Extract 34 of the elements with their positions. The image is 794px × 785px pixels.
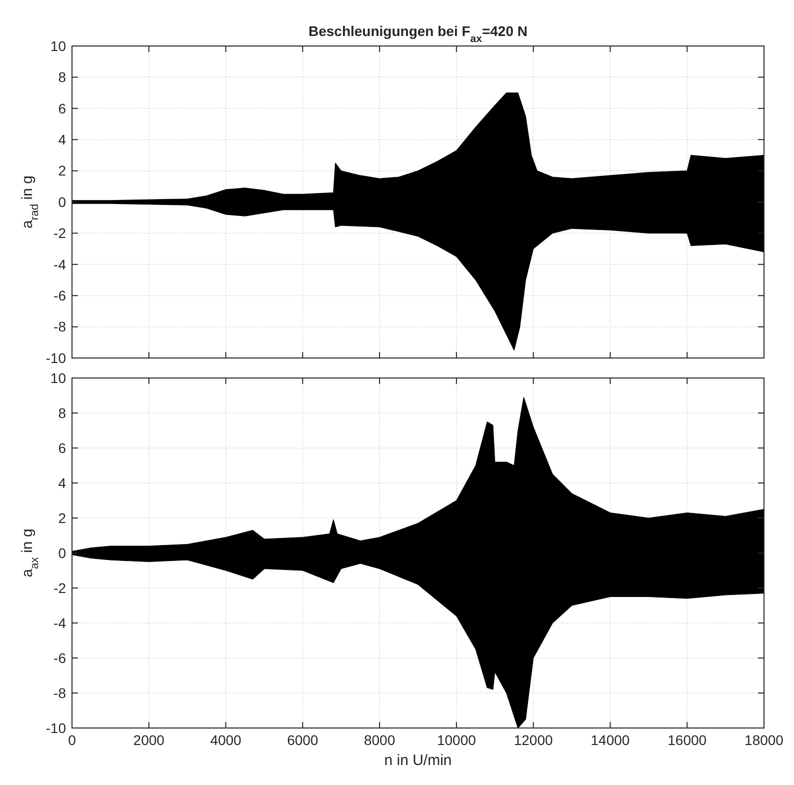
- x-tick-label: 4000: [210, 732, 242, 748]
- y-tick-label: -6: [54, 288, 66, 304]
- x-tick-label: 6000: [287, 732, 318, 748]
- y-tick-label: -4: [54, 256, 66, 272]
- y-tick-label: 4: [58, 132, 66, 148]
- y-tick-label: -8: [54, 318, 66, 335]
- y-tick-label: -2: [54, 225, 66, 242]
- x-tick-label: 18000: [744, 732, 784, 748]
- y-tick-label: 0: [58, 194, 66, 210]
- y-tick-label: 10: [50, 370, 66, 386]
- y-tick-label: -8: [54, 684, 66, 701]
- y-tick-label: 2: [58, 510, 66, 526]
- x-tick-label: 0: [68, 732, 76, 748]
- y-tick-label: -10: [46, 720, 66, 736]
- y-tick-label: 2: [58, 162, 66, 179]
- x-tick-label: 16000: [668, 732, 707, 748]
- x-tick-label: 12000: [514, 732, 554, 748]
- y-tick-label: 8: [58, 404, 66, 421]
- y-tick-label: -2: [54, 580, 66, 596]
- y-tick-label: 8: [58, 69, 66, 86]
- y-tick-label: -6: [54, 650, 66, 666]
- y-tick-label: -10: [46, 350, 66, 366]
- x-axis-title: n in U/min: [384, 752, 452, 769]
- y-tick-label: 6: [58, 440, 66, 456]
- y-tick-label: 4: [58, 474, 66, 491]
- x-tick-label: 2000: [133, 732, 165, 748]
- x-tick-label: 8000: [364, 732, 396, 748]
- x-tick-label: 14000: [590, 732, 630, 748]
- x-tick-label: 10000: [436, 732, 476, 748]
- y-tick-label: 10: [50, 38, 66, 54]
- chart-title: Beschleunigungen bei F$_{ax}$=420 N: [308, 23, 528, 45]
- y-tick-label: 0: [58, 544, 66, 561]
- y-tick-label: 6: [58, 100, 66, 116]
- y-tick-label: -4: [54, 614, 66, 631]
